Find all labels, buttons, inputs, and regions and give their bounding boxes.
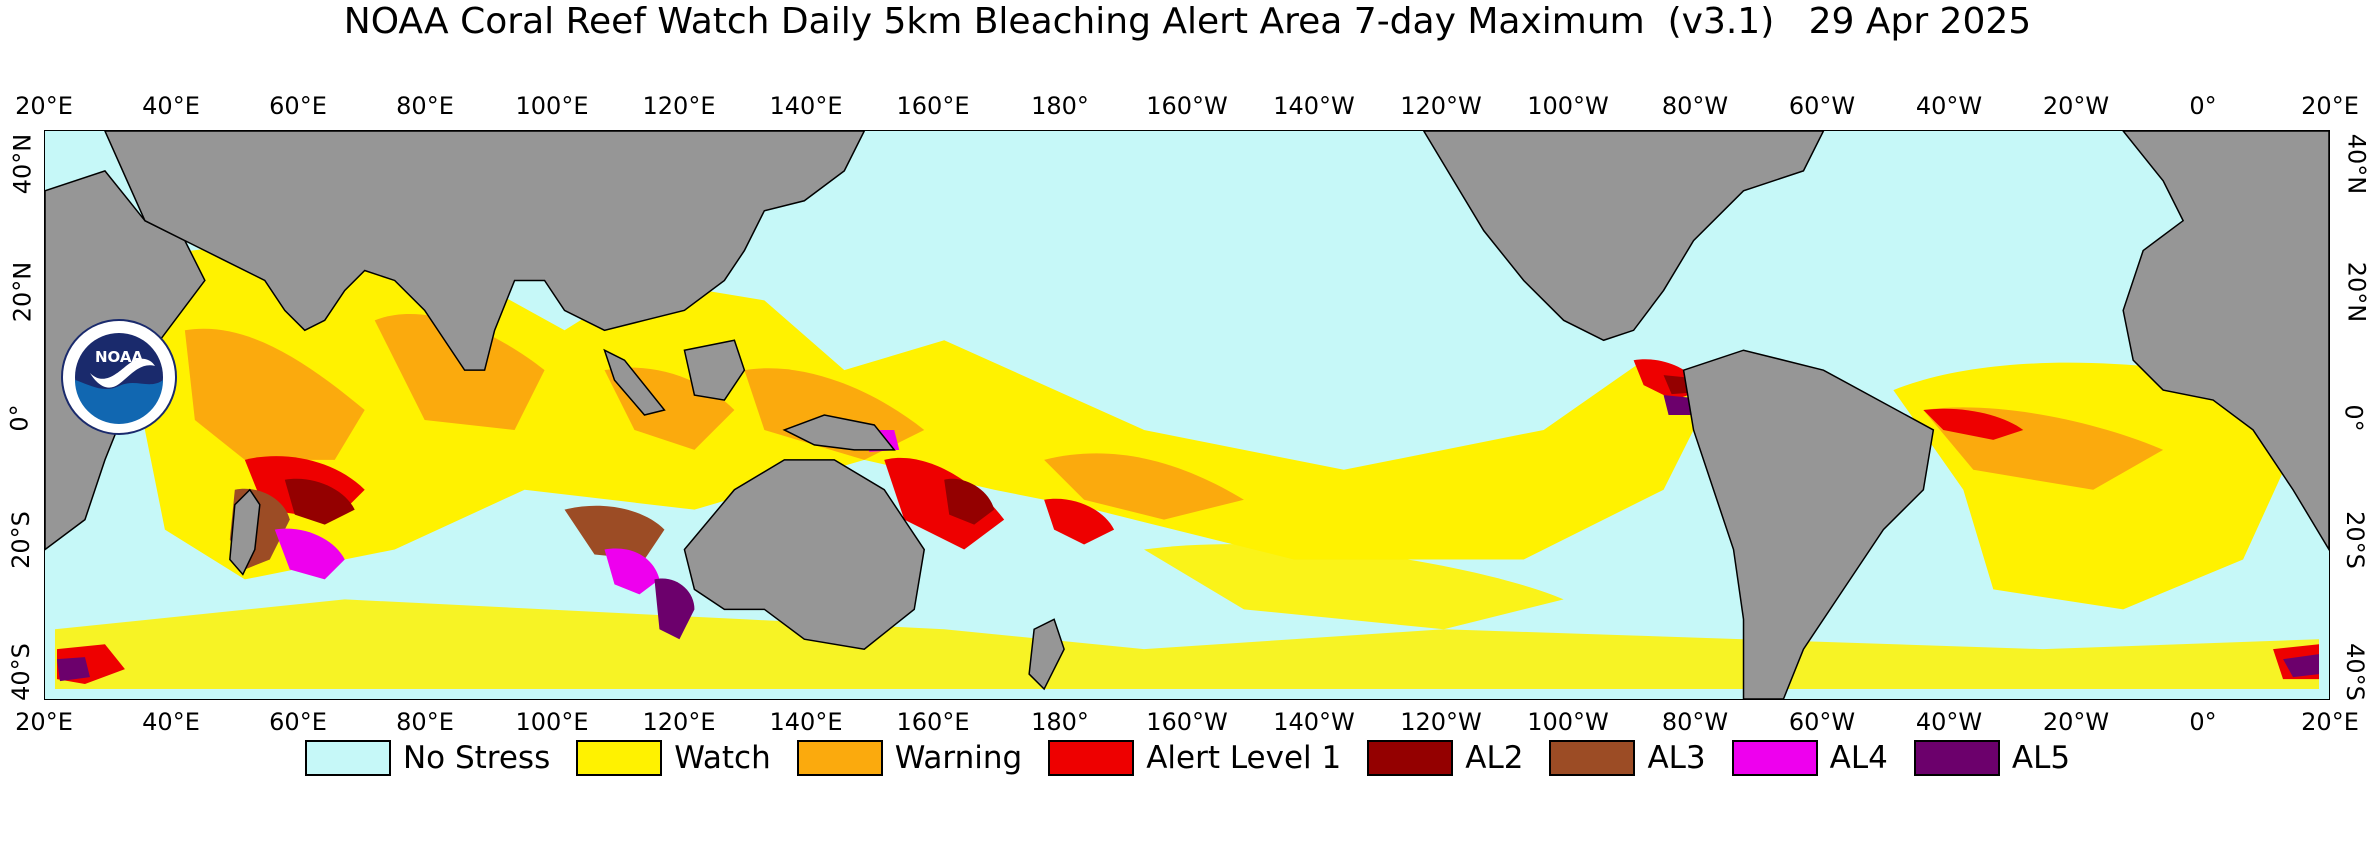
- lat-tick: 40°S: [2340, 643, 2369, 701]
- lon-tick: 80°W: [1661, 92, 1729, 120]
- lon-tick: 120°W: [1400, 708, 1482, 736]
- lon-tick: 20°W: [2042, 708, 2110, 736]
- legend-swatch: [1731, 740, 1818, 776]
- page-title: NOAA Coral Reef Watch Daily 5km Bleachin…: [343, 1, 2032, 42]
- legend-item-watch: Watch: [576, 740, 771, 776]
- legend-label: No Stress: [402, 740, 551, 776]
- legend-label: Alert Level 1: [1146, 740, 1342, 776]
- legend-swatch: [796, 740, 883, 776]
- legend-label: Warning: [894, 740, 1023, 776]
- lon-tick: 160°E: [896, 708, 970, 736]
- alert-level-5-regions: [56, 395, 2320, 682]
- map-graphic: [45, 131, 2329, 699]
- legend-label: Watch: [674, 740, 771, 776]
- legend-item-no-stress: No Stress: [304, 740, 551, 776]
- legend-item-al5: AL5: [1913, 740, 2071, 776]
- lon-tick: 160°W: [1146, 708, 1228, 736]
- lon-tick: 0°: [2189, 92, 2217, 120]
- legend-item-al3: AL3: [1549, 740, 1706, 776]
- lon-tick: 120°E: [642, 708, 716, 736]
- lon-tick: 100°W: [1527, 708, 1609, 736]
- lon-tick: 20°E: [2301, 708, 2359, 736]
- legend-item-al4: AL4: [1731, 740, 1888, 776]
- lon-tick: 140°E: [769, 708, 843, 736]
- lon-tick: 40°W: [1915, 92, 1983, 120]
- lon-tick: 100°E: [515, 708, 589, 736]
- legend: No Stress Watch Warning Alert Level 1 AL…: [0, 740, 2375, 776]
- lon-tick: 140°W: [1273, 708, 1355, 736]
- lon-tick: 60°E: [269, 708, 327, 736]
- noaa-logo-text: NOAA: [95, 348, 144, 366]
- lon-tick: 40°E: [142, 92, 200, 120]
- lon-tick: 0°: [2189, 708, 2217, 736]
- lon-tick: 80°E: [396, 708, 454, 736]
- sumatra-landmass: [603, 348, 666, 416]
- legend-swatch: [1549, 740, 1636, 776]
- lon-tick: 80°E: [396, 92, 454, 120]
- lat-tick: 20°N: [2342, 261, 2371, 323]
- lon-tick: 60°W: [1788, 708, 1856, 736]
- lon-tick: 160°W: [1146, 92, 1228, 120]
- lon-tick: 60°W: [1788, 92, 1856, 120]
- australia-landmass: [683, 459, 926, 650]
- legend-item-warning: Warning: [796, 740, 1023, 776]
- lon-tick: 60°E: [269, 92, 327, 120]
- south-america-landmass: [1682, 349, 1935, 699]
- legend-label: AL4: [1829, 740, 1888, 776]
- lat-tick: 40°N: [2342, 133, 2371, 195]
- lon-tick: 20°E: [15, 708, 73, 736]
- legend-swatch: [576, 740, 663, 776]
- lon-tick: 40°E: [142, 708, 200, 736]
- madagascar-landmass: [229, 488, 261, 576]
- lon-tick: 180°: [1031, 92, 1089, 120]
- legend-swatch: [1048, 740, 1135, 776]
- bleaching-alert-map: [44, 130, 2330, 700]
- legend-item-alert-level-1: Alert Level 1: [1048, 740, 1341, 776]
- legend-swatch: [1367, 740, 1454, 776]
- lon-tick: 140°W: [1273, 92, 1355, 120]
- noaa-logo-graphic: NOAA: [61, 319, 177, 435]
- asia-landmass: [104, 131, 866, 371]
- new-guinea-landmass: [782, 414, 896, 451]
- land-masses: [45, 131, 2329, 699]
- lon-tick: 80°W: [1661, 708, 1729, 736]
- lon-tick: 20°E: [15, 92, 73, 120]
- legend-label: AL5: [2011, 740, 2071, 776]
- lon-tick: 120°E: [642, 92, 716, 120]
- lon-tick: 140°E: [769, 92, 843, 120]
- north-america-landmass: [1422, 131, 1825, 342]
- lon-tick: 180°: [1031, 708, 1089, 736]
- legend-label: AL2: [1465, 740, 1524, 776]
- europe-africa-landmass: [2122, 131, 2329, 551]
- legend-item-al2: AL2: [1367, 740, 1523, 776]
- lat-tick: 20°S: [2340, 511, 2369, 569]
- lon-tick: 120°W: [1400, 92, 1482, 120]
- lat-tick: 20°N: [8, 261, 37, 323]
- lon-tick: 100°E: [515, 92, 589, 120]
- lon-tick: 160°E: [896, 92, 970, 120]
- lat-tick: 20°S: [6, 511, 35, 569]
- legend-swatch: [304, 740, 391, 776]
- lat-tick: 0°: [2339, 404, 2368, 432]
- lon-tick: 40°W: [1915, 708, 1983, 736]
- legend-label: AL3: [1647, 740, 1706, 776]
- lat-tick: 40°S: [6, 643, 35, 701]
- new-zealand-landmass: [1028, 618, 1065, 691]
- lat-tick: 0°: [5, 404, 34, 432]
- lon-tick: 20°W: [2042, 92, 2110, 120]
- lon-tick: 100°W: [1527, 92, 1609, 120]
- legend-swatch: [1913, 740, 2000, 776]
- borneo-landmass: [683, 339, 746, 401]
- lat-tick: 40°N: [8, 133, 37, 195]
- noaa-logo: NOAA: [60, 318, 178, 436]
- lon-tick: 20°E: [2301, 92, 2359, 120]
